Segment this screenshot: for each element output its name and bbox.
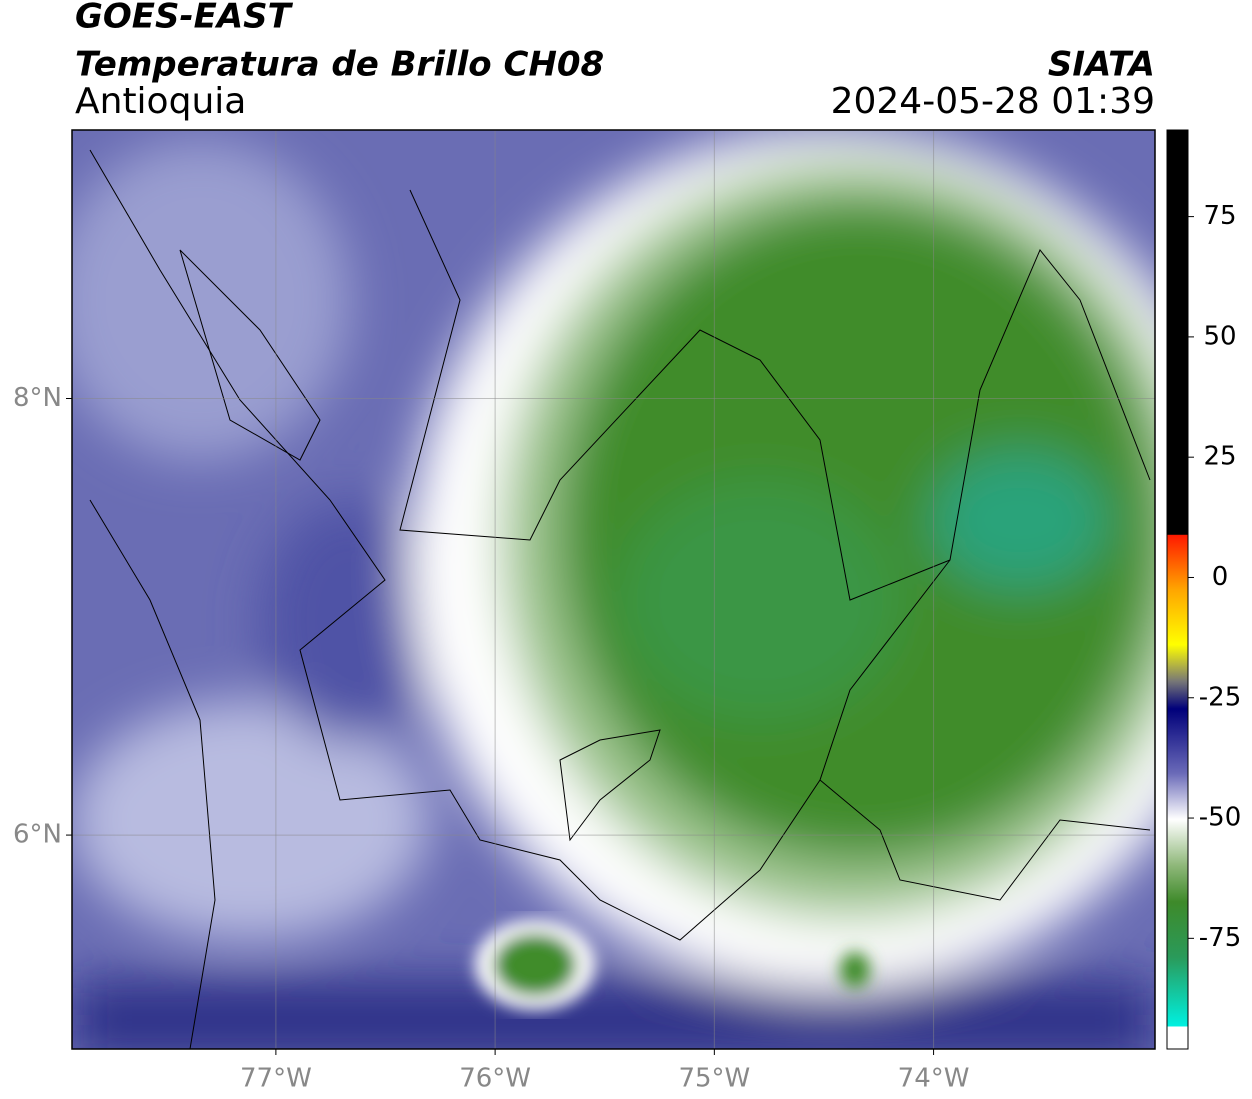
region: Antioquia (75, 81, 246, 122)
datetime: 2024-05-28 01:39 (831, 81, 1155, 122)
colorbar (1166, 129, 1189, 1050)
y-tick-label: 6°N (13, 820, 62, 850)
colorbar-tick-label: -50 (1199, 803, 1241, 833)
satellite-image (72, 130, 1155, 1049)
subtitle: Temperatura de Brillo CH08 (75, 45, 604, 85)
colorbar-tick-label: 75 (1203, 201, 1236, 231)
colorbar-tick-label: 25 (1203, 442, 1236, 472)
colorbar-tick-label: -75 (1199, 923, 1241, 953)
colorbar-tick-label: -25 (1199, 682, 1241, 712)
y-tick-label: 8°N (13, 383, 62, 413)
x-tick-label: 76°W (459, 1064, 531, 1094)
x-tick-label: 77°W (240, 1064, 312, 1094)
x-tick-label: 75°W (678, 1064, 750, 1094)
colorbar-tick-label: 50 (1203, 321, 1236, 351)
title: GOES-EAST (75, 0, 294, 37)
x-tick-label: 74°W (898, 1064, 970, 1094)
source: SIATA (1048, 45, 1155, 85)
colorbar-tick-label: 0 (1212, 562, 1229, 592)
plot-frame (71, 129, 1156, 1050)
